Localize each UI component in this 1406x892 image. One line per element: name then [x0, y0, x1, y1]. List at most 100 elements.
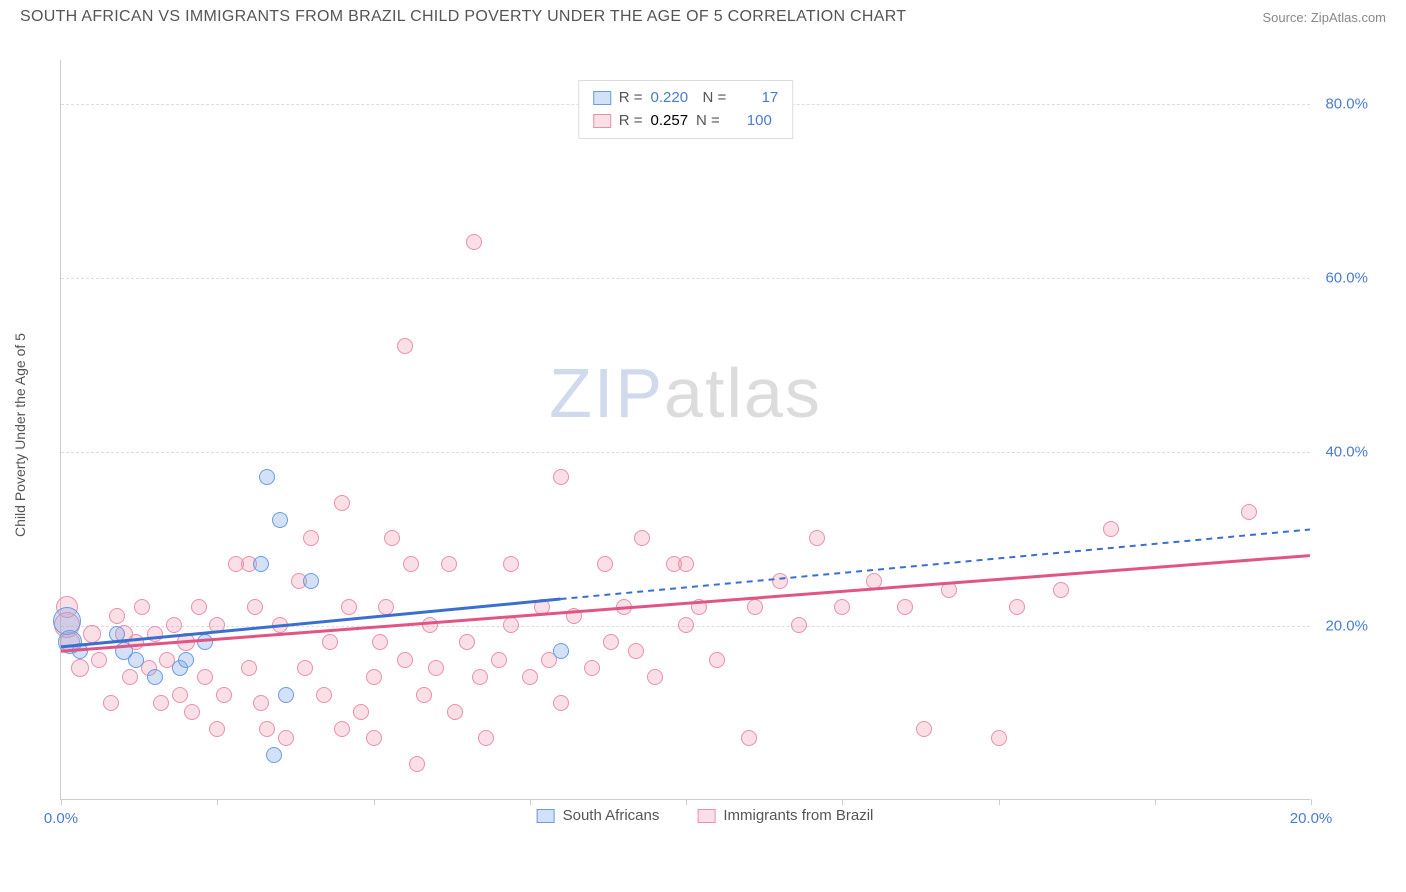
scatter-point-br	[303, 530, 319, 546]
x-tick	[217, 799, 218, 805]
scatter-point-br	[491, 652, 507, 668]
chart-header: SOUTH AFRICAN VS IMMIGRANTS FROM BRAZIL …	[0, 0, 1406, 30]
scatter-point-br	[741, 730, 757, 746]
n-label: N =	[696, 110, 720, 133]
scatter-point-br	[678, 556, 694, 572]
scatter-point-sa	[303, 573, 319, 589]
x-tick	[1155, 799, 1156, 805]
source-attribution: Source: ZipAtlas.com	[1262, 10, 1386, 25]
scatter-point-br	[1009, 599, 1025, 615]
scatter-point-br	[397, 338, 413, 354]
scatter-point-br	[553, 469, 569, 485]
n-label: N =	[703, 87, 727, 110]
scatter-point-br	[628, 643, 644, 659]
scatter-point-br	[447, 704, 463, 720]
scatter-point-br	[259, 721, 275, 737]
scatter-point-br	[103, 695, 119, 711]
x-tick	[61, 799, 62, 805]
r-value-br: 0.257	[651, 110, 689, 133]
scatter-point-br	[247, 599, 263, 615]
scatter-point-br	[372, 634, 388, 650]
scatter-point-br	[184, 704, 200, 720]
scatter-point-br	[416, 687, 432, 703]
scatter-point-br	[272, 617, 288, 633]
scatter-point-br	[466, 234, 482, 250]
scatter-point-br	[553, 695, 569, 711]
scatter-point-br	[834, 599, 850, 615]
scatter-point-br	[897, 599, 913, 615]
x-tick	[999, 799, 1000, 805]
scatter-point-sa	[253, 556, 269, 572]
scatter-point-sa	[266, 747, 282, 763]
scatter-point-br	[166, 617, 182, 633]
scatter-point-sa	[178, 652, 194, 668]
scatter-point-br	[316, 687, 332, 703]
scatter-point-br	[322, 634, 338, 650]
legend-label-sa: South Africans	[563, 807, 660, 824]
r-value-sa: 0.220	[651, 87, 695, 110]
x-tick	[842, 799, 843, 805]
y-axis-label: Child Poverty Under the Age of 5	[12, 333, 28, 537]
scatter-point-br	[522, 669, 538, 685]
scatter-point-br	[177, 633, 195, 651]
y-tick-label: 20.0%	[1325, 617, 1368, 634]
scatter-point-br	[71, 659, 89, 677]
y-tick-label: 80.0%	[1325, 95, 1368, 112]
scatter-point-br	[597, 556, 613, 572]
scatter-point-br	[478, 730, 494, 746]
swatch-sa	[593, 91, 611, 105]
scatter-point-br	[1103, 521, 1119, 537]
gridline	[61, 452, 1310, 453]
scatter-point-br	[709, 652, 725, 668]
scatter-point-br	[334, 721, 350, 737]
scatter-point-br	[534, 599, 550, 615]
legend-item-br: Immigrants from Brazil	[697, 807, 873, 824]
scatter-point-br	[153, 695, 169, 711]
scatter-point-sa	[147, 669, 163, 685]
stats-row-sa: R = 0.220 N = 17	[593, 87, 779, 110]
scatter-point-br	[678, 617, 694, 633]
stats-legend-box: R = 0.220 N = 17 R = 0.257 N = 100	[578, 80, 794, 139]
scatter-point-br	[353, 704, 369, 720]
scatter-point-br	[241, 660, 257, 676]
x-tick	[686, 799, 687, 805]
n-value-br: 100	[728, 110, 772, 133]
scatter-point-br	[616, 599, 632, 615]
scatter-point-br	[634, 530, 650, 546]
scatter-point-sa	[72, 643, 88, 659]
plot-area: R = 0.220 N = 17 R = 0.257 N = 100 ZIPat…	[60, 60, 1310, 800]
scatter-point-br	[503, 556, 519, 572]
scatter-point-sa	[197, 634, 213, 650]
series-legend: South Africans Immigrants from Brazil	[537, 807, 874, 824]
scatter-point-br	[122, 669, 138, 685]
scatter-point-br	[441, 556, 457, 572]
scatter-point-br	[134, 599, 150, 615]
scatter-point-sa	[278, 687, 294, 703]
scatter-point-br	[109, 608, 125, 624]
scatter-point-br	[378, 599, 394, 615]
x-tick	[1311, 799, 1312, 805]
x-tick-label: 20.0%	[1290, 810, 1333, 827]
x-tick-label: 0.0%	[44, 810, 78, 827]
watermark: ZIPatlas	[549, 353, 822, 433]
watermark-part2: atlas	[664, 354, 822, 432]
scatter-point-br	[216, 687, 232, 703]
scatter-point-sa	[553, 643, 569, 659]
scatter-point-br	[253, 695, 269, 711]
chart-container: Child Poverty Under the Age of 5 R = 0.2…	[50, 40, 1360, 830]
scatter-point-br	[916, 721, 932, 737]
scatter-point-sa	[128, 652, 144, 668]
scatter-point-br	[647, 669, 663, 685]
swatch-br	[593, 114, 611, 128]
scatter-point-br	[991, 730, 1007, 746]
swatch-br	[697, 809, 715, 823]
scatter-point-br	[403, 556, 419, 572]
n-value-sa: 17	[734, 87, 778, 110]
scatter-point-br	[147, 626, 163, 642]
scatter-point-br	[809, 530, 825, 546]
stats-row-br: R = 0.257 N = 100	[593, 110, 779, 133]
scatter-point-br	[1241, 504, 1257, 520]
scatter-point-br	[1053, 582, 1069, 598]
scatter-point-br	[503, 617, 519, 633]
scatter-point-br	[428, 660, 444, 676]
